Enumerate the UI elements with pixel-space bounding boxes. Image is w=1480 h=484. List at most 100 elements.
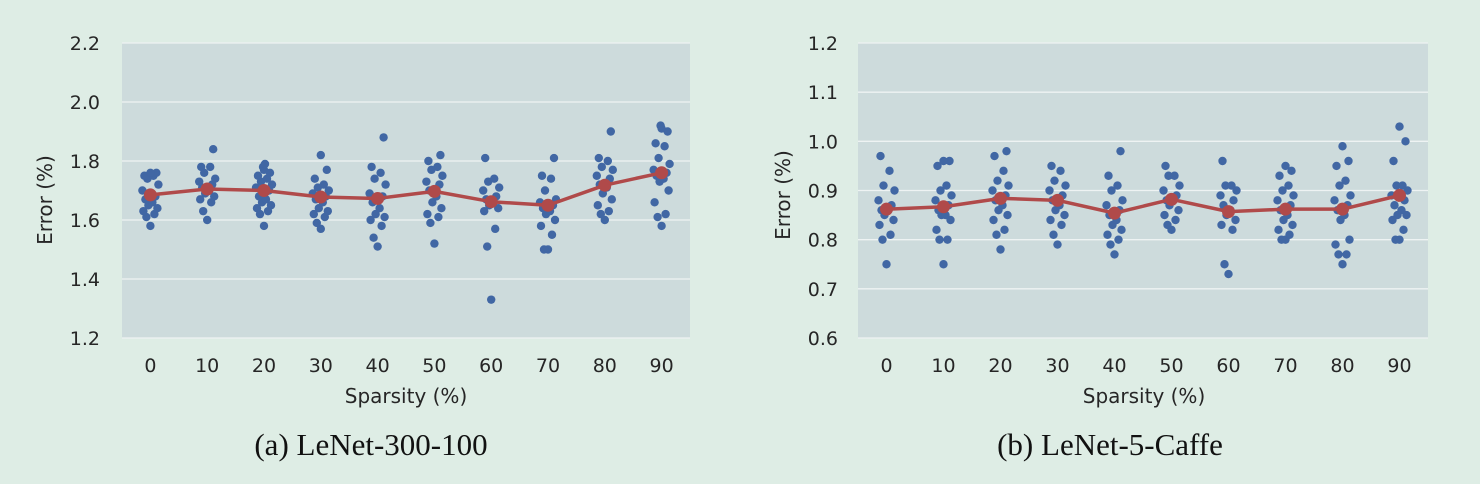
mean-marker — [598, 178, 612, 192]
data-point — [479, 186, 488, 195]
data-point — [999, 166, 1008, 176]
data-point — [252, 204, 262, 213]
data-point — [596, 209, 605, 219]
data-point — [650, 198, 659, 207]
mean-marker — [1393, 188, 1406, 202]
data-point — [1277, 235, 1286, 244]
x-tick-label: 80 — [593, 355, 617, 377]
data-point — [152, 168, 161, 177]
data-point — [436, 150, 445, 160]
data-point — [660, 142, 669, 151]
data-point — [885, 166, 894, 176]
data-point — [438, 171, 447, 180]
data-point — [146, 221, 155, 231]
data-point — [1285, 230, 1294, 239]
data-point — [1335, 181, 1344, 190]
data-point — [1274, 225, 1283, 235]
x-tick-label: 40 — [366, 355, 390, 377]
mean-marker — [1108, 206, 1121, 220]
data-point — [539, 245, 549, 254]
x-tick-label: 50 — [1159, 355, 1183, 377]
data-point — [1104, 171, 1113, 180]
data-point — [1057, 220, 1066, 230]
mean-marker — [1051, 193, 1064, 207]
data-point — [603, 156, 612, 166]
data-point — [323, 206, 332, 216]
x-tick-label: 30 — [1045, 355, 1069, 377]
data-point — [139, 206, 148, 216]
data-point — [422, 177, 431, 186]
mean-marker — [937, 200, 950, 214]
data-point — [434, 212, 443, 222]
data-point — [939, 260, 948, 269]
data-point — [1345, 235, 1354, 244]
data-point — [1163, 220, 1172, 230]
data-point — [537, 171, 547, 180]
data-point — [607, 195, 616, 204]
data-point — [1330, 196, 1339, 205]
data-point — [1281, 161, 1290, 171]
mean-line — [150, 171, 662, 207]
x-tick-label: 60 — [479, 355, 503, 377]
data-point — [481, 153, 490, 163]
mean-marker — [1222, 205, 1235, 219]
data-point — [947, 191, 956, 200]
data-point — [1390, 201, 1399, 210]
mean-marker — [880, 202, 893, 216]
mean-marker — [541, 198, 555, 212]
mean-marker — [200, 182, 214, 196]
data-point — [1218, 156, 1227, 166]
data-point — [1170, 171, 1179, 180]
x-tick-label: 10 — [931, 355, 955, 377]
data-point — [875, 220, 884, 230]
data-point — [1344, 156, 1353, 166]
data-point — [267, 180, 277, 189]
data-point — [1338, 142, 1347, 151]
x-tick-label: 70 — [1273, 355, 1297, 377]
data-point — [606, 127, 615, 136]
mean-marker — [994, 191, 1007, 205]
data-point — [1391, 235, 1400, 244]
data-point — [943, 235, 952, 244]
data-point — [309, 209, 318, 219]
x-tick-label: 80 — [1330, 355, 1354, 377]
x-tick-label: 40 — [1102, 355, 1126, 377]
y-axis-label-panel-b: Error (%) — [771, 150, 795, 240]
data-point — [993, 176, 1002, 185]
data-point — [1216, 191, 1225, 200]
data-point — [1047, 161, 1056, 171]
data-point — [876, 151, 885, 161]
data-point — [375, 204, 384, 213]
data-point — [260, 159, 270, 169]
data-point — [324, 186, 333, 195]
plot-area: 1.2 1.4 1.6 1.8 2.0 2.2 0 10 20 30 40 50 60 70 80 90 — [70, 33, 690, 377]
data-point — [1110, 250, 1119, 259]
data-point — [1102, 201, 1111, 210]
x-tick-label: 50 — [422, 355, 446, 377]
data-point — [653, 212, 662, 222]
panel-lenet-300-100: 1.2 1.4 1.6 1.8 2.0 2.2 0 10 20 30 40 50 60 70 80 90 (a… — [33, 33, 690, 462]
data-point — [933, 161, 942, 171]
data-point — [146, 168, 155, 177]
data-point — [423, 209, 432, 219]
data-point — [608, 165, 617, 175]
y-tick-label: 2.0 — [70, 92, 100, 114]
data-point — [1061, 181, 1070, 190]
y-tick-label: 1.1 — [808, 82, 838, 104]
data-point — [195, 177, 204, 186]
x-tick-label: 60 — [1216, 355, 1240, 377]
y-tick-label: 0.9 — [808, 181, 838, 203]
data-point — [1278, 186, 1287, 195]
data-point — [491, 224, 500, 234]
x-tick-label: 0 — [880, 355, 892, 377]
mean-line — [886, 193, 1400, 215]
data-point — [1161, 161, 1170, 171]
data-point — [424, 156, 433, 166]
mean-marker — [427, 184, 441, 198]
data-point — [935, 235, 944, 244]
data-point — [480, 206, 489, 216]
data-point — [314, 204, 323, 213]
x-tick-label: 90 — [650, 355, 674, 377]
data-point — [1056, 166, 1065, 176]
data-point — [322, 165, 331, 175]
